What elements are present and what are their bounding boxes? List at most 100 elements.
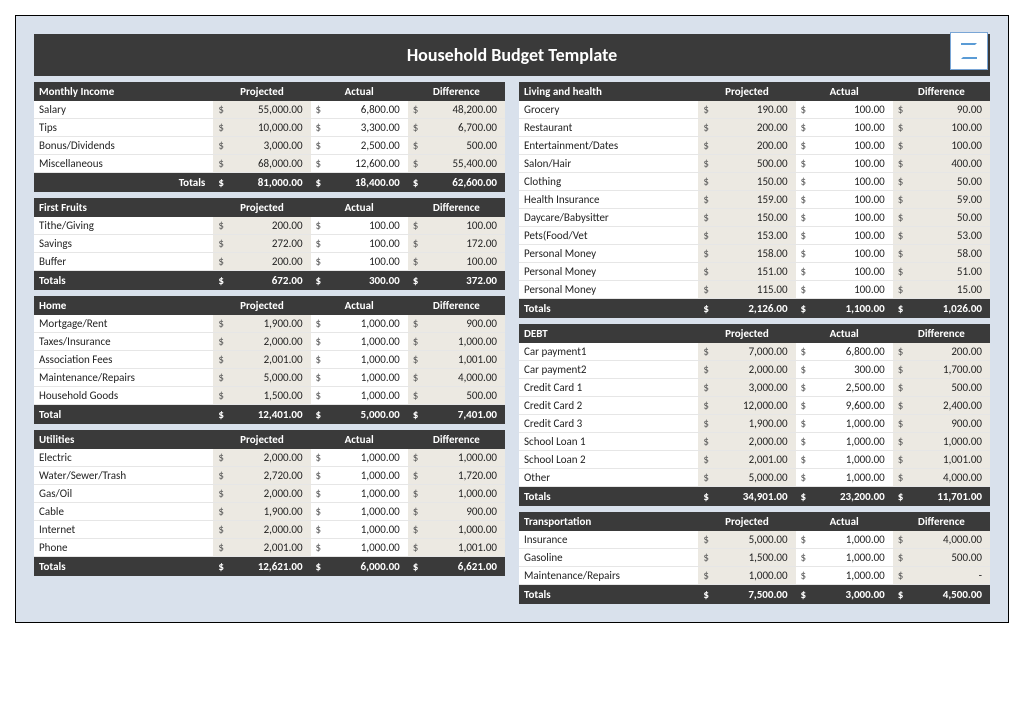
totals-value: $7,401.00: [408, 405, 505, 425]
totals-value: $6,000.00: [311, 557, 408, 577]
totals-row: Totals$672.00$300.00$372.00: [34, 271, 505, 291]
column-header: Difference: [893, 512, 990, 531]
row-label: Miscellaneous: [34, 155, 213, 173]
money-cell: $68,000.00: [213, 155, 310, 173]
money-cell: $3,300.00: [311, 119, 408, 137]
totals-value: $81,000.00: [213, 173, 310, 193]
money-cell: $1,000.00: [796, 567, 893, 585]
money-cell: $2,001.00: [698, 451, 795, 469]
money-cell: $2,000.00: [213, 521, 310, 539]
money-cell: $100.00: [796, 227, 893, 245]
column-header: Actual: [311, 296, 408, 315]
column-header: Difference: [893, 324, 990, 343]
money-cell: $272.00: [213, 235, 310, 253]
totals-value: $18,400.00: [311, 173, 408, 193]
money-cell: $200.00: [213, 217, 310, 235]
row-label: Internet: [34, 521, 213, 539]
totals-value: $7,500.00: [698, 585, 795, 605]
totals-label: Total: [34, 405, 213, 425]
money-cell: $100.00: [311, 253, 408, 271]
budget-section: TransportationProjectedActualDifferenceI…: [519, 512, 990, 604]
money-cell: $500.00: [408, 387, 505, 405]
table-row: Credit Card 2$12,000.00$9,600.00$2,400.0…: [519, 397, 990, 415]
money-cell: $2,000.00: [213, 333, 310, 351]
row-label: Maintenance/Repairs: [519, 567, 698, 585]
row-label: Buffer: [34, 253, 213, 271]
totals-label: Totals: [519, 585, 698, 605]
row-label: Taxes/Insurance: [34, 333, 213, 351]
table-row: Association Fees$2,001.00$1,000.00$1,001…: [34, 351, 505, 369]
row-label: Gasoline: [519, 549, 698, 567]
row-label: Savings: [34, 235, 213, 253]
table-row: Credit Card 1$3,000.00$2,500.00$500.00: [519, 379, 990, 397]
column-header: Actual: [311, 430, 408, 449]
title-bar: Household Budget Template: [34, 34, 990, 76]
money-cell: $900.00: [408, 503, 505, 521]
money-cell: $900.00: [408, 315, 505, 333]
money-cell: $100.00: [311, 217, 408, 235]
column-header: Actual: [796, 82, 893, 101]
table-row: Maintenance/Repairs$1,000.00$1,000.00$-: [519, 567, 990, 585]
column-header: Projected: [213, 430, 310, 449]
money-cell: $55,400.00: [408, 155, 505, 173]
money-cell: $51.00: [893, 263, 990, 281]
table-row: Phone$2,001.00$1,000.00$1,001.00: [34, 539, 505, 557]
row-label: Personal Money: [519, 263, 698, 281]
table-row: Health Insurance$159.00$100.00$59.00: [519, 191, 990, 209]
table-row: Taxes/Insurance$2,000.00$1,000.00$1,000.…: [34, 333, 505, 351]
money-cell: $150.00: [698, 209, 795, 227]
money-cell: $1,000.00: [311, 449, 408, 467]
table-row: Internet$2,000.00$1,000.00$1,000.00: [34, 521, 505, 539]
money-cell: $100.00: [796, 209, 893, 227]
column-header: Difference: [408, 430, 505, 449]
column-header: Projected: [698, 512, 795, 531]
column-header: Difference: [893, 82, 990, 101]
row-label: Salon/Hair: [519, 155, 698, 173]
money-cell: $1,000.00: [408, 521, 505, 539]
row-label: School Loan 2: [519, 451, 698, 469]
money-cell: $5,000.00: [698, 469, 795, 487]
money-cell: $1,000.00: [408, 333, 505, 351]
totals-value: $11,701.00: [893, 487, 990, 507]
table-row: Personal Money$115.00$100.00$15.00: [519, 281, 990, 299]
totals-value: $1,100.00: [796, 299, 893, 319]
money-cell: $158.00: [698, 245, 795, 263]
totals-value: $34,901.00: [698, 487, 795, 507]
money-cell: $2,000.00: [698, 361, 795, 379]
row-label: Grocery: [519, 101, 698, 119]
table-row: School Loan 2$2,001.00$1,000.00$1,001.00: [519, 451, 990, 469]
section-title: First Fruits: [34, 198, 213, 217]
money-cell: $15.00: [893, 281, 990, 299]
row-label: Personal Money: [519, 245, 698, 263]
money-cell: $5,000.00: [213, 369, 310, 387]
totals-value: $4,500.00: [893, 585, 990, 605]
money-cell: $100.00: [796, 137, 893, 155]
money-cell: $2,000.00: [213, 485, 310, 503]
totals-value: $3,000.00: [796, 585, 893, 605]
money-cell: $2,000.00: [213, 449, 310, 467]
totals-value: $6,621.00: [408, 557, 505, 577]
budget-section: First FruitsProjectedActualDifferenceTit…: [34, 198, 505, 290]
money-cell: $7,000.00: [698, 343, 795, 361]
table-row: Daycare/Babysitter$150.00$100.00$50.00: [519, 209, 990, 227]
money-cell: $100.00: [311, 235, 408, 253]
totals-label: Totals: [34, 557, 213, 577]
table-row: Salary$55,000.00$6,800.00$48,200.00: [34, 101, 505, 119]
table-row: Personal Money$151.00$100.00$51.00: [519, 263, 990, 281]
money-cell: $100.00: [796, 191, 893, 209]
row-label: Entertainment/Dates: [519, 137, 698, 155]
column-header: Projected: [698, 324, 795, 343]
row-label: School Loan 1: [519, 433, 698, 451]
totals-row: Total$12,401.00$5,000.00$7,401.00: [34, 405, 505, 425]
money-cell: $500.00: [893, 379, 990, 397]
row-label: Restaurant: [519, 119, 698, 137]
money-cell: $6,800.00: [796, 343, 893, 361]
totals-value: $372.00: [408, 271, 505, 291]
money-cell: $5,000.00: [698, 531, 795, 549]
money-cell: $90.00: [893, 101, 990, 119]
money-cell: $1,000.00: [311, 503, 408, 521]
column-header: Actual: [796, 512, 893, 531]
money-cell: $1,900.00: [698, 415, 795, 433]
money-cell: $100.00: [796, 281, 893, 299]
column-header: Difference: [408, 82, 505, 101]
